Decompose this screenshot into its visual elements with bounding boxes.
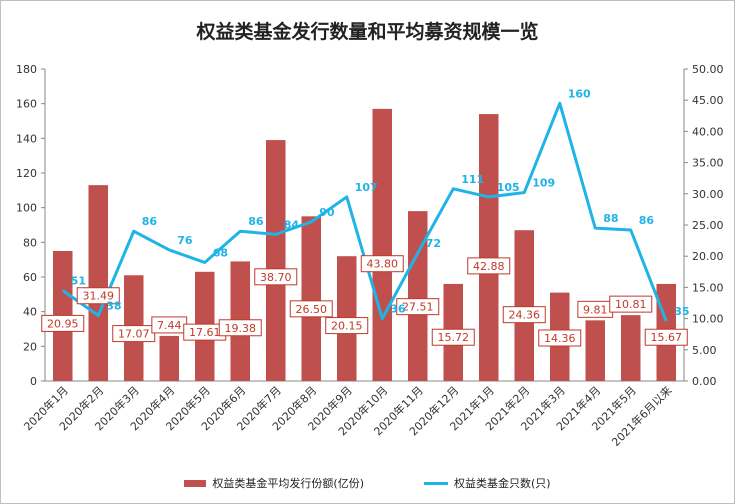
bar-data-label: 19.38 (225, 322, 257, 335)
right-tick-label: 10.00 (692, 313, 724, 326)
bar (585, 320, 606, 381)
legend-bar-label: 权益类基金平均发行份额(亿份) (212, 477, 364, 490)
line-data-label: 68 (213, 246, 228, 259)
line-data-label: 51 (71, 275, 86, 288)
left-tick-label: 140 (16, 132, 37, 145)
right-tick-label: 15.00 (692, 281, 724, 294)
bar-label-box (538, 329, 582, 347)
bar-label-box (325, 317, 369, 335)
bar (620, 315, 641, 381)
bar-data-label: 24.36 (509, 309, 541, 322)
line-data-label: 109 (532, 177, 555, 190)
bar-label-box (218, 319, 262, 337)
bar-label-box (289, 300, 333, 318)
bar-label-box (609, 295, 653, 313)
left-tick-label: 180 (16, 63, 37, 76)
left-tick-label: 160 (16, 98, 37, 111)
bar-label-box (112, 325, 156, 343)
left-tick-label: 60 (23, 271, 37, 284)
legend-line-label: 权益类基金只数(只) (454, 477, 551, 490)
line-data-label: 36 (390, 303, 406, 316)
bar-data-label: 17.61 (189, 326, 221, 339)
x-tick-label: 2021年6月以来 (609, 383, 675, 449)
bar-data-label: 15.72 (438, 331, 470, 344)
right-tick-label: 0.00 (692, 375, 717, 388)
legend: 权益类基金平均发行份额(亿份) 权益类基金只数(只) (1, 475, 734, 491)
right-tick-label: 40.00 (692, 125, 724, 138)
bar-data-label: 38.70 (260, 271, 292, 284)
left-tick-label: 100 (16, 202, 37, 215)
right-tick-label: 45.00 (692, 94, 724, 107)
bar-data-label: 7.44 (157, 319, 182, 332)
bar-data-label: 20.15 (331, 320, 363, 333)
right-tick-label: 30.00 (692, 188, 724, 201)
line-data-label: 86 (639, 214, 655, 227)
line-data-label: 84 (284, 218, 300, 231)
bar (407, 211, 428, 381)
bar (514, 230, 535, 381)
bar (301, 216, 322, 381)
line-data-label: 88 (603, 212, 618, 225)
right-tick-label: 50.00 (692, 63, 724, 76)
bar-label-box (41, 314, 85, 332)
bar (88, 185, 109, 381)
legend-item-line: 权益类基金只数(只) (424, 475, 551, 491)
line-data-label: 35 (674, 305, 689, 318)
line-series (61, 101, 668, 322)
left-tick-label: 0 (30, 375, 37, 388)
line-data-label: 86 (142, 215, 158, 228)
line-data-label: 160 (568, 87, 591, 100)
bar-data-label: 26.50 (296, 303, 328, 316)
chart-title: 权益类基金发行数量和平均募资规模一览 (196, 21, 539, 43)
bar-label-box (76, 287, 120, 305)
line-data-label: 105 (497, 181, 520, 194)
line-data-label: 90 (319, 206, 335, 219)
right-tick-label: 5.00 (692, 344, 717, 357)
bar-data-label: 27.51 (402, 301, 434, 314)
bar-data-label: 9.81 (583, 303, 608, 316)
bar-label-box (644, 328, 688, 346)
bar-label-box (431, 328, 475, 346)
bar (159, 335, 180, 381)
right-tick-label: 35.00 (692, 157, 724, 170)
bar-data-label: 14.36 (544, 332, 576, 345)
bar (372, 108, 393, 381)
bar-label-box (467, 257, 511, 275)
left-tick-label: 80 (23, 236, 37, 249)
left-tick-label: 120 (16, 167, 37, 180)
bar (265, 140, 286, 381)
bar-label-box (396, 298, 440, 316)
legend-line-swatch (424, 481, 448, 485)
line-data-label: 72 (426, 237, 441, 250)
left-tick-label: 40 (23, 306, 37, 319)
bar-data-label: 43.80 (367, 258, 399, 271)
line-data-label: 107 (355, 181, 378, 194)
bar-data-label: 17.07 (118, 328, 150, 341)
combo-chart: 0 20 40 60 80 100 120 140 160 180 0.00 5.00 10.00 15.… (16, 63, 724, 449)
bar-data-label: 42.88 (473, 260, 505, 273)
right-tick-label: 25.00 (692, 219, 724, 232)
line-data-label: 111 (461, 173, 484, 186)
bar-data-label: 10.81 (615, 298, 647, 311)
line-data-label: 76 (177, 234, 193, 247)
line-data-label: 86 (248, 215, 264, 228)
bar-label-box (254, 268, 298, 286)
bar (478, 114, 499, 382)
line-data-label: 38 (106, 299, 121, 312)
bar-data-label: 15.67 (651, 331, 683, 344)
bar-label-box (502, 306, 546, 324)
legend-bar-swatch (184, 479, 207, 487)
right-tick-label: 20.00 (692, 250, 724, 263)
legend-item-bar: 权益类基金平均发行份额(亿份) (184, 475, 364, 491)
left-tick-label: 20 (23, 340, 37, 353)
bar-data-label: 20.95 (47, 317, 79, 330)
bar-data-label: 31.49 (83, 290, 115, 303)
bar-label-box (360, 255, 404, 273)
